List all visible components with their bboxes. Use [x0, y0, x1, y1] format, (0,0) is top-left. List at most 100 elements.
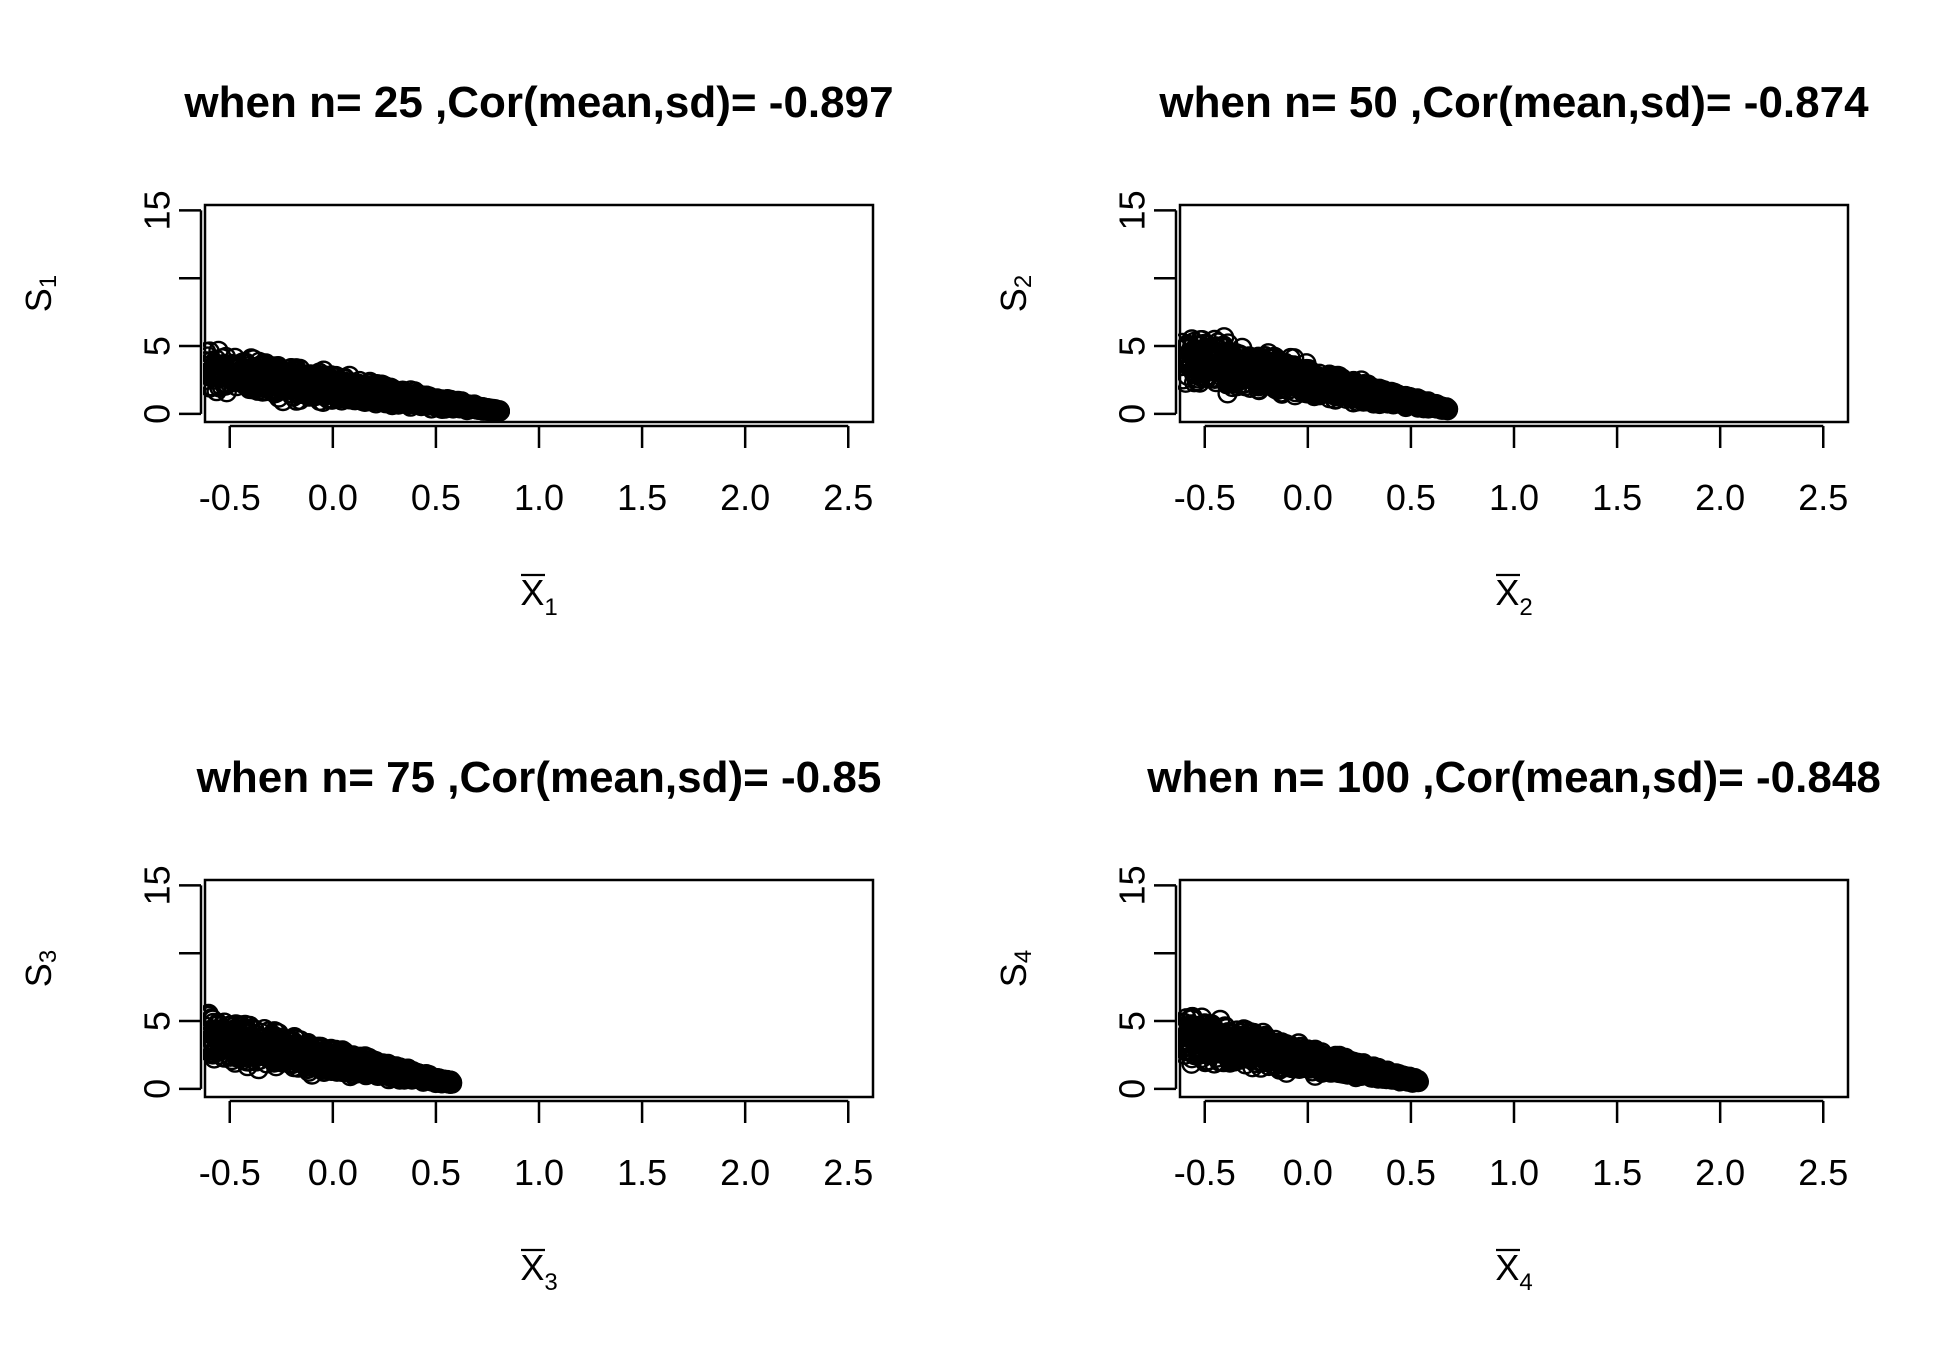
data-point	[1229, 344, 1251, 366]
data-point	[1315, 1053, 1336, 1074]
data-point	[438, 1073, 460, 1094]
x-tick-label: 0.5	[411, 1152, 461, 1193]
x-tick-label: 0.5	[1386, 1152, 1436, 1193]
plot-margin	[165, 850, 203, 1127]
data-point	[1329, 379, 1350, 400]
y-tick-label: 0	[1112, 404, 1153, 424]
x-tick-label: -0.5	[199, 477, 261, 518]
data-point	[274, 1041, 295, 1062]
x-tick-label: 0.0	[308, 1152, 358, 1193]
data-point	[382, 385, 403, 407]
panel-2: when n= 50 ,Cor(mean,sd)= -0.874 -0.5 0.0 0…	[975, 0, 1950, 675]
plot-svg: when n= 50 ,Cor(mean,sd)= -0.874-0.5 0.0 0…	[993, 78, 1870, 621]
data-point	[1303, 370, 1325, 391]
x-tick-label: 2.5	[1798, 477, 1848, 518]
plot-margin	[1140, 175, 1178, 452]
data-point	[441, 395, 463, 416]
scatter-points	[194, 1003, 463, 1094]
data-point	[1289, 372, 1310, 394]
y-axis-label: S4	[993, 950, 1037, 987]
x-tick-label: 1.0	[1489, 1152, 1539, 1193]
data-point	[274, 1032, 295, 1053]
data-point	[1405, 1069, 1426, 1091]
scatter-points	[1170, 327, 1459, 421]
scatter-points	[1171, 1006, 1429, 1093]
y-axis-label: S2	[993, 275, 1037, 312]
data-point	[1215, 1045, 1236, 1066]
data-point	[337, 1060, 359, 1081]
data-point	[1243, 1038, 1264, 1060]
x-axis: -0.5 0.0 0.5 1.0 1.5 2.0 2.5	[1174, 424, 1848, 518]
data-point	[426, 391, 447, 412]
data-point	[1181, 1018, 1203, 1039]
data-point	[364, 1058, 386, 1079]
x-axis: -0.5 0.0 0.5 1.0 1.5 2.0 2.5	[199, 424, 873, 518]
data-point	[479, 398, 501, 420]
data-point	[1311, 1042, 1332, 1063]
x-axis: -0.5 0.0 0.5 1.0 1.5 2.0 2.5	[1174, 1099, 1848, 1193]
data-point	[354, 1046, 376, 1067]
x-axis-label: X2	[1495, 572, 1532, 621]
chart-title: when n= 100 ,Cor(mean,sd)= -0.848	[1146, 753, 1881, 802]
y-tick-label: 5	[1112, 1011, 1153, 1031]
x-tick-label: 2.0	[1695, 1152, 1745, 1193]
y-axis-label: S3	[18, 950, 62, 987]
x-axis-label: X4	[1495, 1247, 1532, 1296]
x-axis: -0.5 0.0 0.5 1.0 1.5 2.0 2.5	[199, 1099, 873, 1193]
panel-4: when n= 100 ,Cor(mean,sd)= -0.848 -0.5 0.0…	[975, 675, 1950, 1350]
plot-svg: when n= 75 ,Cor(mean,sd)= -0.85-0.5 0.0 0.…	[18, 753, 882, 1296]
chart-title: when n= 75 ,Cor(mean,sd)= -0.85	[196, 753, 882, 802]
x-tick-label: 0.0	[1283, 477, 1333, 518]
x-tick-label: 1.5	[1592, 477, 1642, 518]
x-tick-label: 1.0	[514, 477, 564, 518]
chart-title: when n= 50 ,Cor(mean,sd)= -0.874	[1158, 78, 1869, 127]
data-point	[453, 395, 474, 416]
y-tick-label: 15	[137, 865, 178, 905]
data-point	[1393, 1068, 1414, 1089]
data-point	[1207, 332, 1229, 353]
data-point	[233, 1022, 255, 1043]
x-tick-label: 1.5	[1592, 1152, 1642, 1193]
data-point	[455, 396, 476, 418]
data-point	[1248, 379, 1270, 401]
plot-margin	[1140, 850, 1178, 1127]
data-point	[214, 1047, 235, 1068]
y-tick-label: 15	[1112, 190, 1153, 230]
data-point	[340, 385, 361, 407]
x-tick-label: 0.5	[411, 477, 461, 518]
data-point	[369, 387, 391, 408]
data-point	[1393, 391, 1414, 412]
data-point	[237, 360, 258, 381]
x-tick-label: 1.5	[617, 1152, 667, 1193]
data-point	[1408, 392, 1429, 413]
data-point	[208, 1019, 229, 1041]
chart-title: when n= 25 ,Cor(mean,sd)= -0.897	[183, 78, 893, 127]
x-tick-label: -0.5	[1174, 1152, 1236, 1193]
data-point	[415, 392, 437, 414]
data-point	[328, 385, 349, 406]
data-point	[1177, 1032, 1198, 1053]
data-point	[1259, 373, 1280, 394]
data-point	[408, 1063, 429, 1085]
data-point	[275, 371, 296, 392]
data-point	[272, 375, 293, 396]
plot-frame	[1178, 203, 1850, 424]
plot-svg: when n= 25 ,Cor(mean,sd)= -0.897-0.5 0.0 0…	[18, 78, 894, 621]
y-tick-label: 15	[1112, 865, 1153, 905]
x-axis-label: X3	[520, 1247, 557, 1296]
data-point	[1374, 1065, 1395, 1086]
data-point	[1248, 373, 1269, 394]
data-point	[1235, 1040, 1257, 1061]
y-tick-label: 0	[137, 1079, 178, 1099]
y-axis-label: S1	[18, 275, 62, 312]
x-axis-label: X1	[520, 572, 557, 621]
data-point	[394, 382, 415, 404]
data-point	[278, 375, 299, 396]
data-point	[1199, 358, 1221, 379]
x-tick-label: 0.5	[1386, 477, 1436, 518]
panel-1: when n= 25 ,Cor(mean,sd)= -0.897 -0.5 0.0 0…	[0, 0, 975, 675]
x-tick-label: 2.5	[1798, 1152, 1848, 1193]
